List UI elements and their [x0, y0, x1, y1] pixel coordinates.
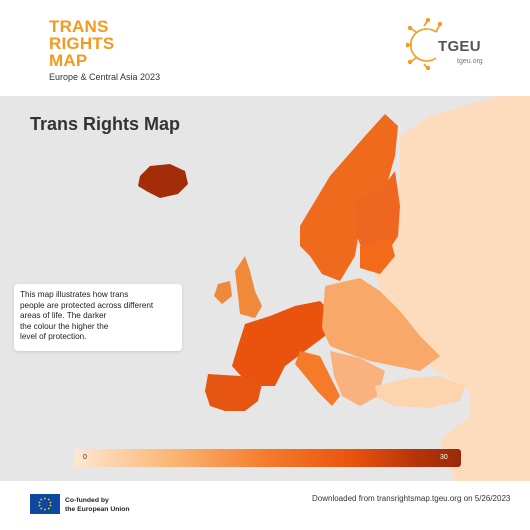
header: TRANS RIGHTS MAP Europe & Central Asia 2…	[0, 0, 530, 96]
tgeu-logo-icon[interactable]	[406, 18, 496, 70]
map-description: This map illustrates how trans people ar…	[20, 290, 180, 343]
brand-title-line-3: MAP	[49, 51, 88, 70]
region-ireland[interactable]	[214, 281, 232, 304]
map-description-line: the colour the higher the	[20, 321, 109, 331]
region-finland[interactable]	[355, 171, 400, 258]
region-turkey[interactable]	[375, 376, 465, 408]
region-scandinavia[interactable]	[300, 114, 398, 281]
legend-max-label: 30	[440, 454, 448, 461]
eu-line-1: Co-funded by	[65, 497, 109, 504]
eu-line-2: the European Union	[65, 505, 130, 513]
map-description-line: areas of life. The darker	[20, 311, 107, 320]
map-description-line: level of protection.	[20, 332, 87, 341]
legend-gradient-bar	[74, 449, 461, 467]
map-description-line: people are protected across different	[20, 300, 154, 310]
region-uk[interactable]	[235, 256, 262, 318]
region-iceland[interactable]	[138, 164, 188, 198]
logo-wordmark: TGEU	[438, 38, 481, 55]
region-italy[interactable]	[295, 351, 340, 406]
region-east[interactable]	[375, 96, 530, 481]
eu-cofunded-label: Co-funded by the European Union	[65, 497, 130, 514]
brand-title-line-2: RIGHTS	[49, 34, 115, 53]
logo-url: tgeu.org	[457, 58, 483, 65]
map-area[interactable]: Trans Rights Map This map illustrates ho…	[0, 96, 530, 481]
region-central[interactable]	[322, 278, 440, 371]
region-iberia[interactable]	[205, 374, 262, 411]
eu-flag-icon	[30, 494, 60, 514]
download-note: Downloaded from transrightsmap.tgeu.org …	[312, 494, 511, 503]
map-canvas[interactable]	[0, 96, 530, 481]
legend-min-label: 0	[83, 454, 87, 461]
region-balkans[interactable]	[330, 351, 385, 406]
brand-title: TRANS RIGHTS MAP	[49, 18, 114, 69]
map-title: Trans Rights Map	[30, 114, 181, 134]
map-description-line: This map illustrates how trans	[20, 290, 129, 299]
region-west[interactable]	[232, 301, 330, 386]
brand-title-line-1: TRANS	[49, 17, 109, 36]
region-baltics[interactable]	[360, 238, 395, 274]
footer	[0, 481, 530, 530]
brand-subtitle: Europe & Central Asia 2023	[49, 72, 161, 82]
map-description-box: This map illustrates how trans people ar…	[14, 284, 182, 351]
